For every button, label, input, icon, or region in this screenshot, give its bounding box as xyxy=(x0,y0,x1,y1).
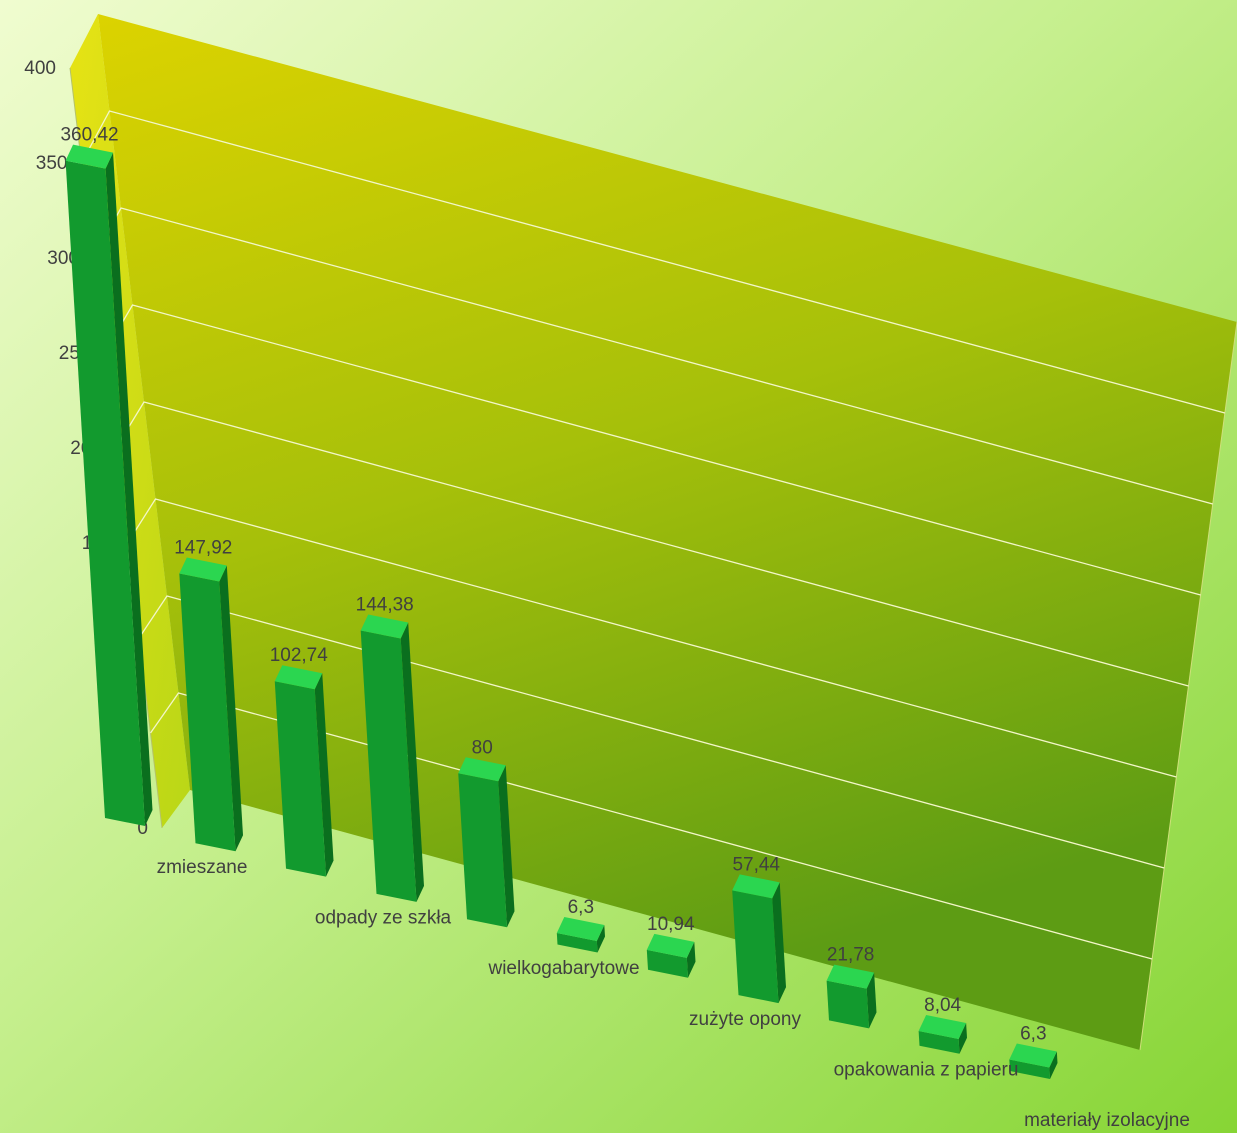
bar-front xyxy=(918,1031,960,1054)
x-tick-label: wielkogabarytowe xyxy=(487,958,639,979)
bar-side xyxy=(958,1023,967,1054)
data-label: 144,38 xyxy=(356,595,414,616)
y-tick-label: 400 xyxy=(24,58,56,79)
bar xyxy=(274,665,334,877)
x-tick-label: zmieszane xyxy=(157,857,248,878)
data-label: 10,94 xyxy=(647,914,695,935)
bar-side xyxy=(498,765,515,928)
x-tick-label: materiały izolacyjne xyxy=(1024,1110,1190,1131)
bar xyxy=(179,557,243,852)
bar xyxy=(458,757,515,928)
bar-front xyxy=(646,949,688,978)
data-label: 6,3 xyxy=(568,897,594,918)
data-label: 8,04 xyxy=(924,995,961,1016)
bar xyxy=(556,917,605,953)
data-label: 57,44 xyxy=(732,854,780,875)
x-tick-label: opakowania z papieru xyxy=(834,1059,1019,1080)
bar-side xyxy=(400,622,424,902)
bar-front xyxy=(556,933,598,953)
data-label: 147,92 xyxy=(174,537,232,558)
x-tick-label: zużyte opony xyxy=(689,1009,801,1030)
bar-side xyxy=(772,882,786,1004)
bar xyxy=(646,933,696,978)
bar-side xyxy=(314,673,334,877)
bar-front xyxy=(179,573,236,852)
bar-side xyxy=(686,941,696,978)
bar-side xyxy=(105,152,153,826)
bars: 360,42 147,92 102,74 144,38 80 6,3 10,94 57,44 2… xyxy=(60,125,1058,1079)
bar-top xyxy=(1009,1043,1057,1068)
bar-top xyxy=(360,614,409,639)
bar-top xyxy=(274,665,323,690)
bar-side xyxy=(1049,1051,1058,1079)
bar-top xyxy=(826,964,875,989)
bar xyxy=(826,964,877,1029)
y-tick-label: 0 xyxy=(137,818,148,839)
bar-top xyxy=(458,757,506,782)
gridline xyxy=(149,692,1153,960)
y-tick-label: 350 xyxy=(36,153,68,174)
data-label: 21,78 xyxy=(827,945,875,966)
bar-side xyxy=(219,565,243,852)
gridline xyxy=(138,595,1165,869)
bar-front xyxy=(360,630,417,902)
bar xyxy=(732,874,786,1004)
x-axis-labels: zmieszane odpady ze szkła wielkogabarytowe… xyxy=(157,857,1190,1131)
bar-front xyxy=(1009,1059,1050,1079)
data-label: 6,3 xyxy=(1020,1024,1046,1045)
bar xyxy=(918,1015,967,1054)
bar-top xyxy=(732,874,780,899)
bar xyxy=(1009,1043,1058,1079)
data-label: 102,74 xyxy=(270,645,329,666)
bar-side xyxy=(866,972,877,1029)
bar-top xyxy=(65,144,114,169)
bar-top xyxy=(646,933,695,958)
gridline xyxy=(126,498,1177,778)
bar-side xyxy=(596,925,605,953)
gridline xyxy=(80,110,1226,414)
data-label: 80 xyxy=(472,737,493,758)
bar xyxy=(360,614,424,902)
bar-top xyxy=(556,917,605,942)
bar-front xyxy=(458,773,507,928)
bar-top xyxy=(918,1015,967,1040)
data-label: 360,42 xyxy=(60,125,118,146)
bar-front xyxy=(65,160,145,826)
x-tick-label: odpady ze szkła xyxy=(315,908,452,929)
bar xyxy=(65,144,153,826)
bar-front xyxy=(732,890,779,1004)
bar-front xyxy=(274,681,326,877)
bar-front xyxy=(826,980,869,1029)
bar-top xyxy=(179,557,227,582)
y-tick-label: 300 xyxy=(47,248,79,269)
